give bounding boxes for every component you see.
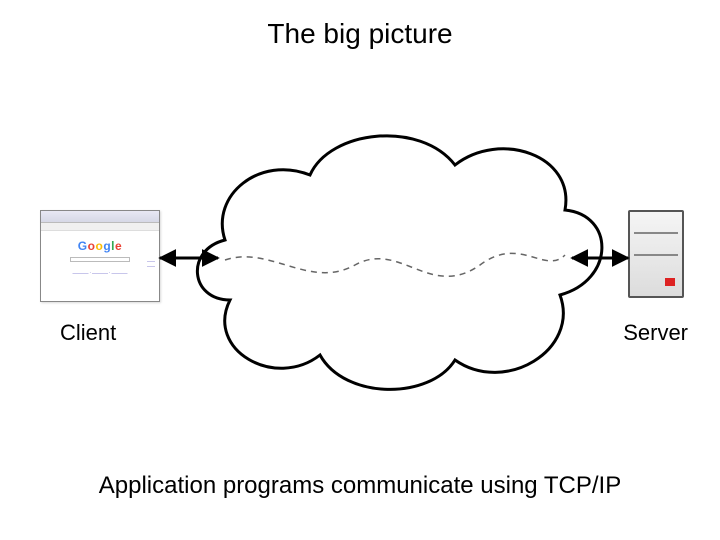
browser-searchbox	[70, 257, 130, 262]
server-slot	[634, 254, 678, 256]
server-led-icon	[665, 278, 675, 286]
server-slot	[634, 232, 678, 234]
google-logo: Google	[47, 239, 153, 253]
caption: Application programs communicate using T…	[0, 472, 720, 500]
server-icon	[628, 210, 684, 298]
browser-toolbar	[41, 223, 159, 231]
browser-side-links: ————	[147, 259, 155, 269]
client-label: Client	[60, 320, 116, 346]
client-browser-icon: Google ———— ———— · ———— · ————	[40, 210, 160, 302]
browser-content: Google ———— ———— · ———— · ————	[41, 231, 159, 279]
cloud-path-line	[225, 253, 565, 276]
cloud-shape	[197, 136, 602, 390]
server-label: Server	[623, 320, 688, 346]
server-chassis	[628, 210, 684, 298]
browser-titlebar	[41, 211, 159, 223]
browser-footer-links: ———— · ———— · ————	[47, 270, 153, 275]
page-title: The big picture	[0, 18, 720, 50]
